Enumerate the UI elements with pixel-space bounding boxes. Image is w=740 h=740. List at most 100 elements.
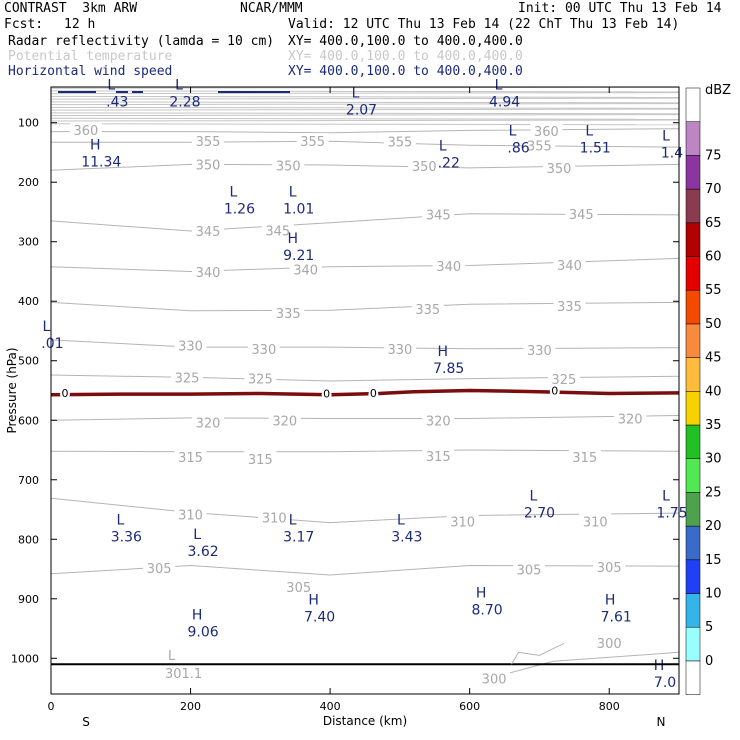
isentrope-dense-line — [50, 114, 680, 117]
wind-extremum-kind: L — [229, 184, 237, 200]
colorbar-level-label: 30 — [705, 452, 722, 467]
isentrope-345 — [50, 213, 680, 232]
isentrope-label-320: 320 — [426, 414, 451, 429]
wind-extremum-kind: H — [476, 585, 487, 601]
isentrope-dense-line — [50, 103, 680, 106]
x-axis-label: Distance (km) — [323, 714, 407, 728]
isentrope-label-330: 330 — [527, 344, 552, 359]
colorbar-level-label: 60 — [705, 250, 722, 265]
forecast-hour: 12 h — [64, 17, 96, 32]
isentrope-label-bg — [547, 371, 580, 386]
isentrope-label-bg — [171, 369, 204, 384]
isentrope-dense-line — [50, 97, 680, 100]
colorbar-segment — [685, 626, 701, 662]
isentrope-label-bg — [593, 559, 626, 574]
colorbar-level-label: 45 — [705, 351, 722, 366]
isentrope-label-325: 325 — [175, 371, 200, 386]
colorbar-segment — [685, 458, 701, 493]
isentrope-label-320: 320 — [196, 417, 221, 432]
isentrope-label-330: 330 — [387, 343, 412, 358]
wind-extremum-kind: L — [42, 319, 50, 335]
isentrope-label-315: 315 — [572, 451, 597, 466]
isentrope-label-bg — [432, 258, 465, 273]
isentrope-label-bg — [614, 410, 647, 425]
wind-extremum-kind: L — [439, 139, 447, 155]
isentrope-label-bg — [523, 137, 556, 152]
field-xy-theta: XY= 400.0,100.0 to 400.0,400.0 — [288, 49, 523, 64]
field-xy-reflectivity: XY= 400.0,100.0 to 400.0,400.0 — [288, 34, 523, 49]
wind-extremum-value: 7.0 — [654, 675, 676, 691]
colorbar-level-label: 40 — [705, 384, 722, 399]
colorbar-segment — [685, 188, 701, 224]
isentrope-label-325: 325 — [551, 373, 576, 388]
wind-extremum-value: .01 — [41, 336, 63, 352]
isentrope-label-345: 345 — [196, 225, 221, 240]
isentrope-330 — [50, 339, 680, 350]
wind-extremum-kind: H — [605, 593, 616, 609]
y-tick-label: 400 — [18, 295, 39, 308]
colorbar-level-label: 10 — [705, 587, 722, 602]
colorbar-level-label: 0 — [705, 654, 713, 669]
isentrope-dense-line — [50, 106, 680, 109]
isentrope-label-305: 305 — [597, 561, 622, 576]
reflectivity-label-bg — [368, 389, 379, 400]
colorbar-segment — [685, 391, 701, 426]
isentrope-320 — [50, 415, 680, 421]
isentrope-label-bg — [411, 300, 444, 315]
isentrope-label-bg — [422, 412, 455, 427]
isentrope-label-340: 340 — [196, 266, 221, 281]
isentrope-label-bg — [272, 305, 305, 320]
colorbar-segment — [685, 525, 701, 561]
isentrope-label-bg — [383, 340, 416, 355]
colorbar-segment — [685, 121, 701, 156]
isentrope-label-bg — [523, 342, 556, 357]
isentrope-label-345: 345 — [426, 208, 451, 223]
isentrope-label-bg — [143, 559, 176, 574]
isentrope-label-bg — [568, 449, 601, 464]
reflectivity-label-bg — [549, 386, 560, 397]
x-tick-label: 0 — [48, 700, 55, 713]
isentrope-label-325: 325 — [248, 373, 273, 388]
colorbar-segment — [685, 222, 701, 257]
isentrope-label-bg — [383, 133, 416, 148]
isentrope-label-315: 315 — [248, 453, 273, 468]
colorbar-level-label: 35 — [705, 418, 722, 433]
isentrope-label-bg — [244, 450, 277, 465]
isentrope-label-305: 305 — [147, 562, 172, 577]
wind-extremum-value: 1.01 — [283, 201, 314, 217]
wind-extremum-value: 2.28 — [169, 94, 200, 110]
colorbar-segment — [685, 256, 701, 291]
y-tick-label: 100 — [18, 117, 39, 130]
isentrope-310 — [50, 497, 680, 524]
isentrope-label-bg — [258, 509, 291, 524]
reflectivity-contour-label: 0 — [370, 387, 377, 400]
wind-extremum-value: .22 — [438, 156, 460, 172]
terrain-contour — [511, 642, 565, 665]
isentrope-dense-line — [50, 92, 680, 95]
field-xy-wind: XY= 400.0,100.0 to 400.0,400.0 — [288, 64, 523, 79]
isentrope-label-345: 345 — [569, 208, 594, 223]
wind-extremum-kind: L — [530, 488, 538, 504]
isentrope-label-335: 335 — [276, 307, 301, 322]
wind-extremum-kind: L — [662, 488, 670, 504]
isentrope-label-355: 355 — [300, 135, 325, 150]
isentrope-label-bg — [69, 121, 102, 136]
isentrope-dense-line — [50, 117, 680, 120]
isentrope-label-bg — [247, 340, 280, 355]
isentrope-315 — [50, 449, 680, 453]
isentrope-label-bg — [593, 634, 626, 649]
isentrope-label-355: 355 — [196, 135, 221, 150]
isentrope-label-310: 310 — [450, 515, 475, 530]
colorbar-level-label: 55 — [705, 283, 722, 298]
isentrope-dense-line — [50, 101, 680, 104]
wind-extremum-value: 9.06 — [188, 625, 219, 641]
valid-time: Valid: 12 UTC Thu 13 Feb 14 (22 ChT Thu … — [288, 17, 680, 32]
colorbar-segment — [685, 357, 701, 392]
y-tick-label: 1000 — [11, 652, 39, 665]
colorbar-segment — [685, 155, 701, 190]
isentrope-label-bg — [244, 370, 277, 385]
wind-extremum-kind: H — [437, 344, 448, 360]
isentrope-label-bg — [272, 157, 305, 172]
colorbar-segment — [685, 424, 701, 459]
